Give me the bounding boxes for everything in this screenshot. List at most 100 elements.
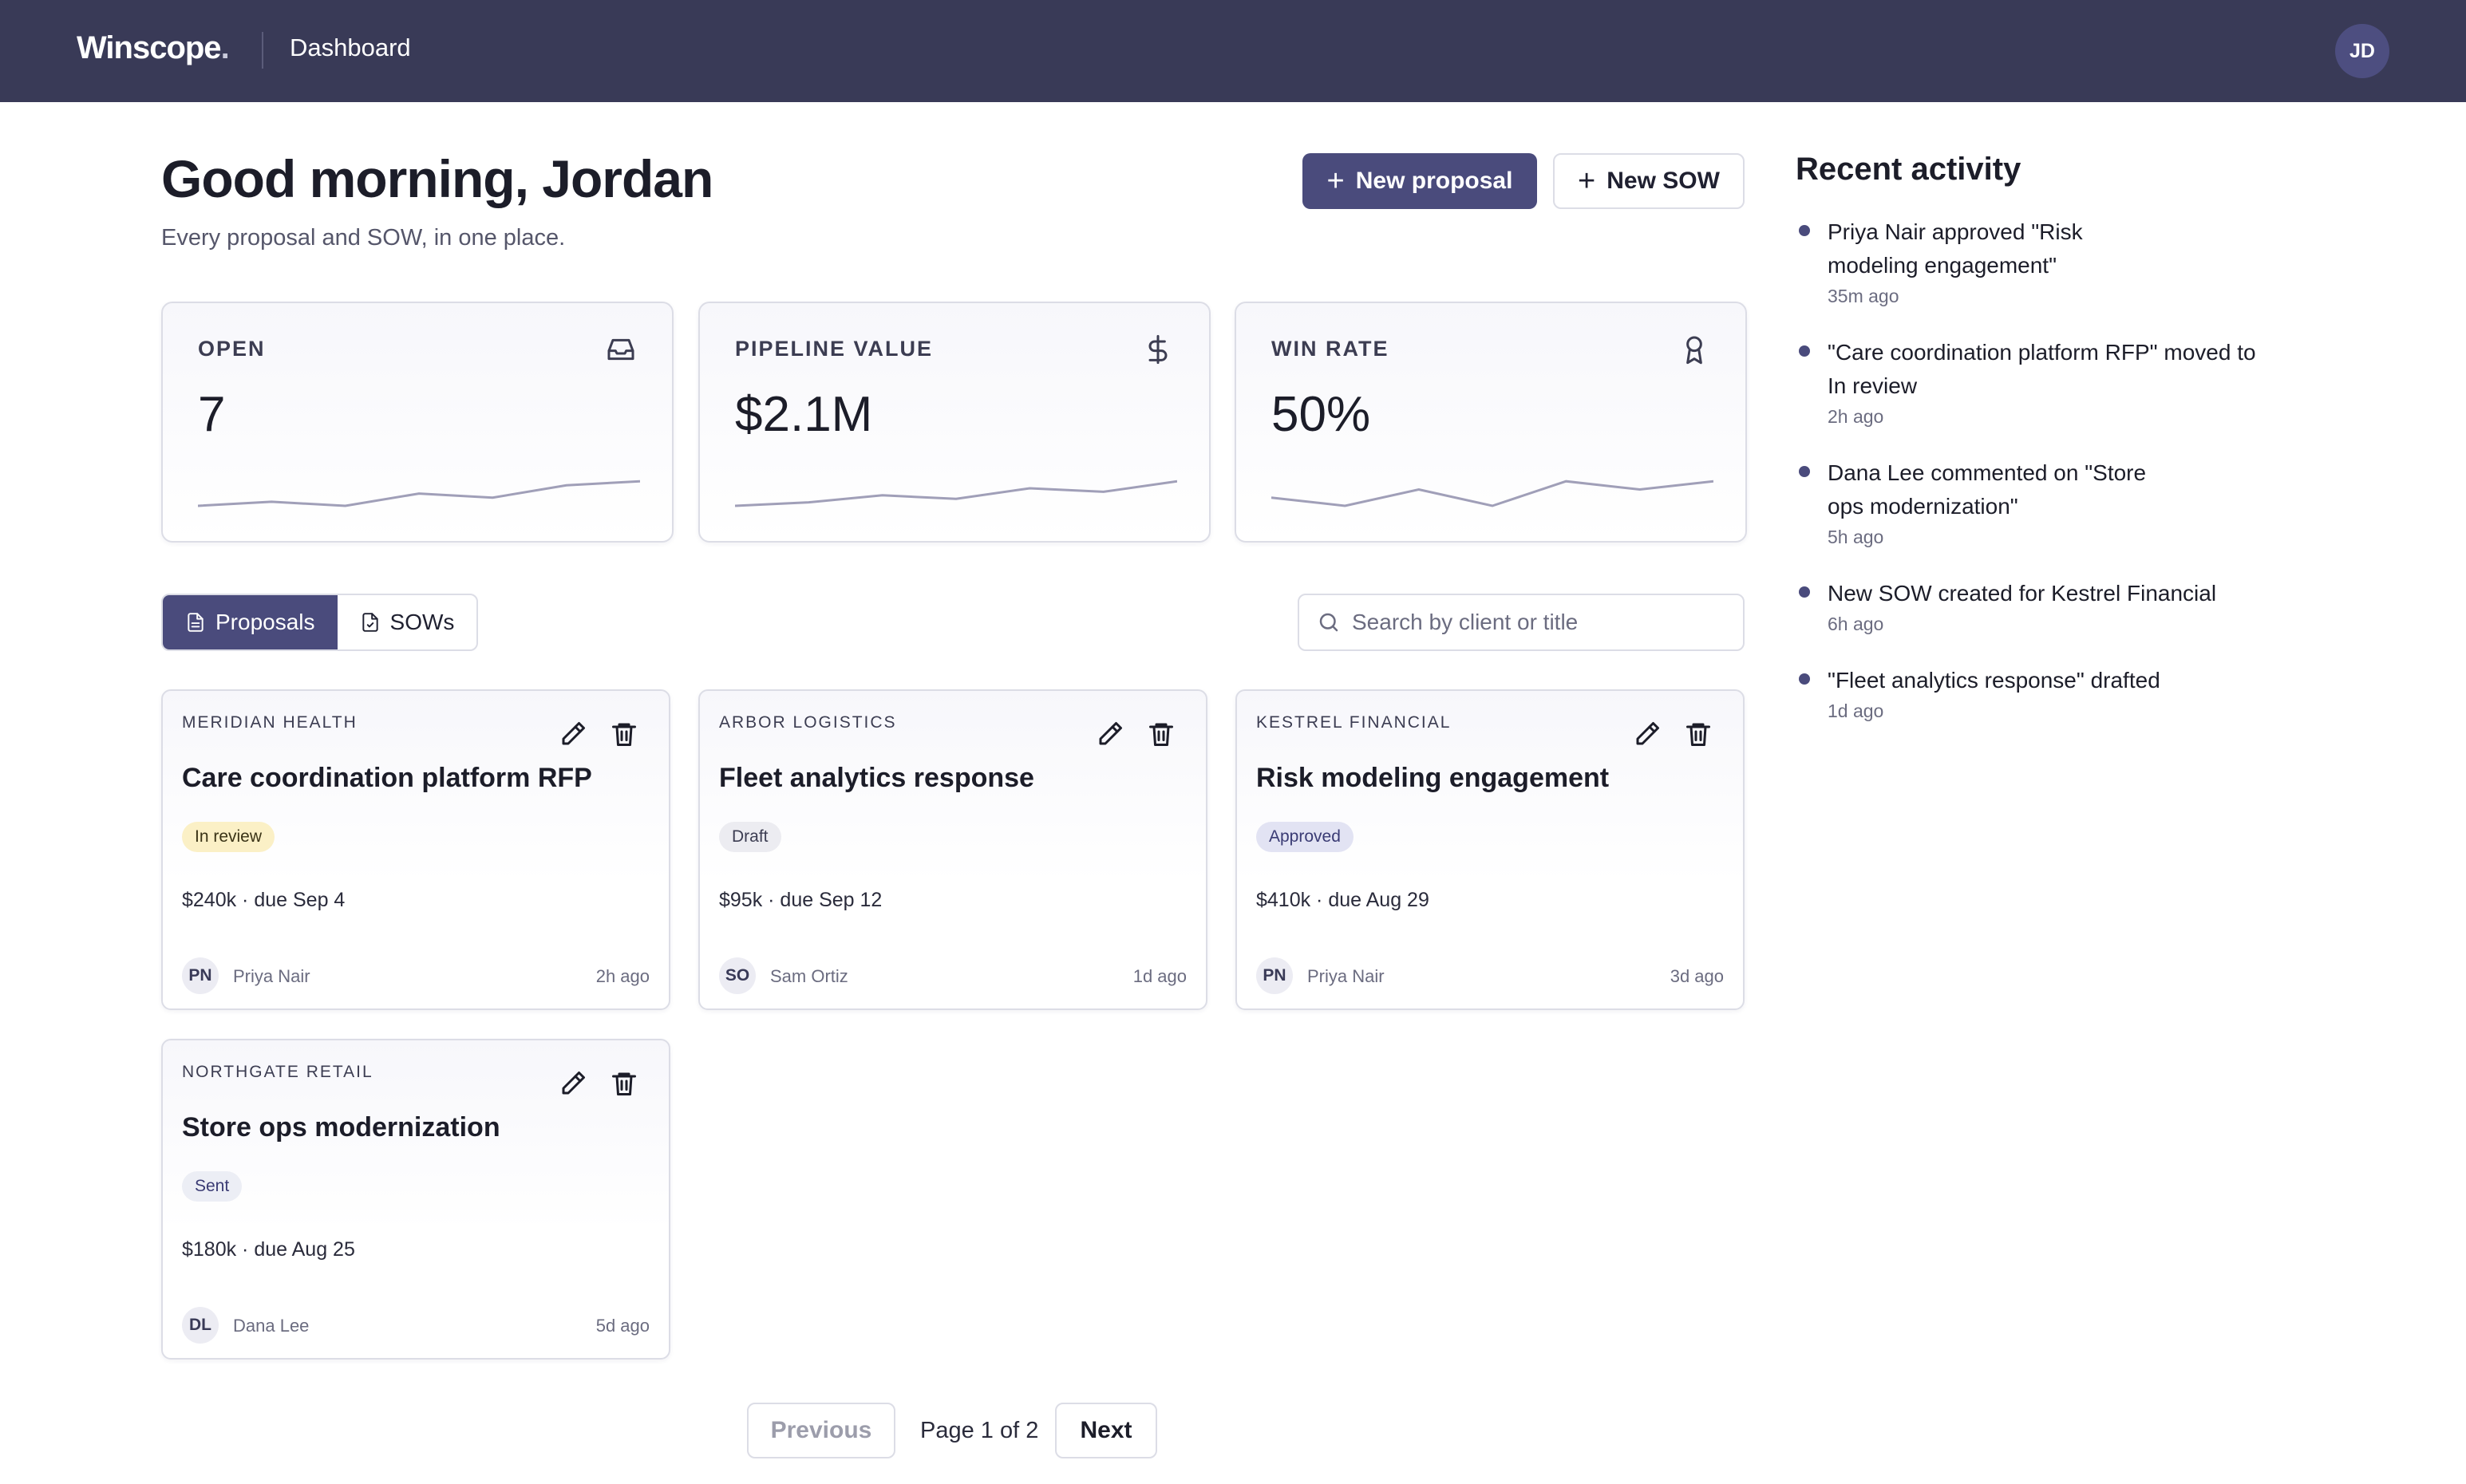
sparkline [735,480,1177,507]
owner-avatar: SO [719,957,756,994]
owner-avatar: DL [182,1307,219,1344]
new-sow-label: New SOW [1606,168,1720,194]
proposal-title: Risk modeling engagement [1256,763,1610,793]
view-tabs: Proposals SOWs [161,594,479,651]
tab-sows-label: SOWs [389,610,455,634]
activity-text: Dana Lee commented on "Store ops moderni… [1828,460,2147,519]
status-badge: In review [182,822,275,852]
edit-icon[interactable] [1096,720,1124,748]
owner-name: Priya Nair [233,966,310,986]
activity-item: Dana Lee commented on "Store ops moderni… [1796,456,2274,548]
status-badge: Draft [719,822,781,852]
trash-icon[interactable] [1147,720,1176,748]
trash-icon[interactable] [610,720,638,748]
previous-page-button[interactable]: Previous [747,1403,895,1458]
kpi-value: 50% [1271,387,1371,442]
activity-text: New SOW created for Kestrel Financial [1828,581,2217,606]
status-badge: Sent [182,1171,243,1202]
activity-text: "Care coordination platform RFP" moved t… [1828,340,2256,398]
plus-icon: + [1326,164,1345,198]
new-proposal-button[interactable]: + New proposal [1302,153,1537,209]
document-icon [188,613,204,632]
page-title: Good morning, Jordan [161,149,713,208]
bullet-dot [1799,225,1810,236]
owner-avatar: PN [1256,957,1293,994]
proposal-title: Care coordination platform RFP [182,763,592,793]
client-name: NORTHGATE RETAIL [182,1063,373,1081]
kpi-card-win-rate: WIN RATE 50% [1235,302,1747,543]
activity-item: New SOW created for Kestrel Financial 6h… [1796,577,2274,635]
tab-proposals[interactable]: Proposals [163,595,338,649]
kpi-label: PIPELINE VALUE [735,337,934,361]
activity-list: Priya Nair approved "Risk modeling engag… [1796,215,2274,751]
kpi-label: WIN RATE [1271,337,1389,361]
proposal-card[interactable]: KESTREL FINANCIAL Risk modeling engageme… [1235,689,1745,1010]
proposal-meta: $240k · due Sep 4 [182,889,346,911]
bullet-dot [1799,673,1810,685]
proposal-meta: $180k · due Aug 25 [182,1238,355,1261]
proposal-meta: $410k · due Aug 29 [1256,889,1429,911]
page-subtitle: Every proposal and SOW, in one place. [161,225,566,251]
top-bar: Winscope. Dashboard JD [0,0,2466,102]
client-name: ARBOR LOGISTICS [719,713,897,732]
edit-icon[interactable] [1633,720,1662,748]
updated-time: 1d ago [1132,966,1187,986]
activity-text: Priya Nair approved "Risk modeling engag… [1828,219,2083,278]
proposal-card[interactable]: NORTHGATE RETAIL Store ops modernization… [161,1039,670,1360]
kpi-label: OPEN [198,337,266,361]
activity-item: "Fleet analytics response" drafted 1d ag… [1796,664,2274,722]
kpi-card-pipeline: PIPELINE VALUE $2.1M [698,302,1211,543]
plus-icon: + [1578,164,1596,198]
bullet-dot [1799,345,1810,357]
section-title: Dashboard [290,34,411,61]
bullet-dot [1799,586,1810,598]
tab-sows[interactable]: SOWs [338,595,477,649]
edit-icon[interactable] [559,720,587,748]
owner-name: Sam Ortiz [770,966,848,986]
proposal-meta: $95k · due Sep 12 [719,889,883,911]
search-icon [1319,613,1338,632]
activity-time: 1d ago [1828,701,1884,721]
owner-name: Dana Lee [233,1316,310,1336]
recent-activity-title: Recent activity [1796,152,2021,187]
trash-icon[interactable] [610,1069,638,1098]
sparkline [1271,480,1713,507]
updated-time: 5d ago [595,1316,650,1336]
inbox-icon [607,338,634,361]
award-icon [1686,336,1702,365]
next-page-button[interactable]: Next [1055,1403,1157,1458]
sparkline [198,480,640,507]
trash-icon[interactable] [1684,720,1713,748]
client-name: MERIDIAN HEALTH [182,713,358,732]
dollar-icon [1148,334,1168,365]
proposal-title: Store ops modernization [182,1112,500,1143]
search-input[interactable] [1352,610,1727,635]
user-avatar[interactable]: JD [2335,24,2389,78]
proposal-card[interactable]: ARBOR LOGISTICS Fleet analytics response… [698,689,1207,1010]
top-divider [262,32,263,69]
activity-time: 5h ago [1828,527,1884,547]
activity-text: "Fleet analytics response" drafted [1828,668,2160,693]
updated-time: 2h ago [595,966,650,986]
tab-proposals-label: Proposals [215,610,315,634]
kpi-card-open: OPEN 7 [161,302,674,543]
proposal-card[interactable]: MERIDIAN HEALTH Care coordination platfo… [161,689,670,1010]
new-sow-button[interactable]: + New SOW [1553,153,1745,209]
status-badge: Approved [1256,822,1354,852]
activity-item: Priya Nair approved "Risk modeling engag… [1796,215,2274,307]
activity-item: "Care coordination platform RFP" moved t… [1796,336,2274,428]
proposal-title: Fleet analytics response [719,763,1034,793]
activity-time: 6h ago [1828,614,1884,634]
document-check-icon [362,613,378,632]
search-box [1298,594,1745,651]
activity-time: 2h ago [1828,406,1884,427]
page-indicator: Page 1 of 2 [920,1418,1039,1443]
owner-name: Priya Nair [1307,966,1385,986]
bullet-dot [1799,466,1810,477]
new-proposal-label: New proposal [1355,168,1513,194]
owner-avatar: PN [182,957,219,994]
logo[interactable]: Winscope. [77,30,230,65]
updated-time: 3d ago [1670,966,1724,986]
kpi-value: 7 [198,387,226,442]
edit-icon[interactable] [559,1069,587,1098]
